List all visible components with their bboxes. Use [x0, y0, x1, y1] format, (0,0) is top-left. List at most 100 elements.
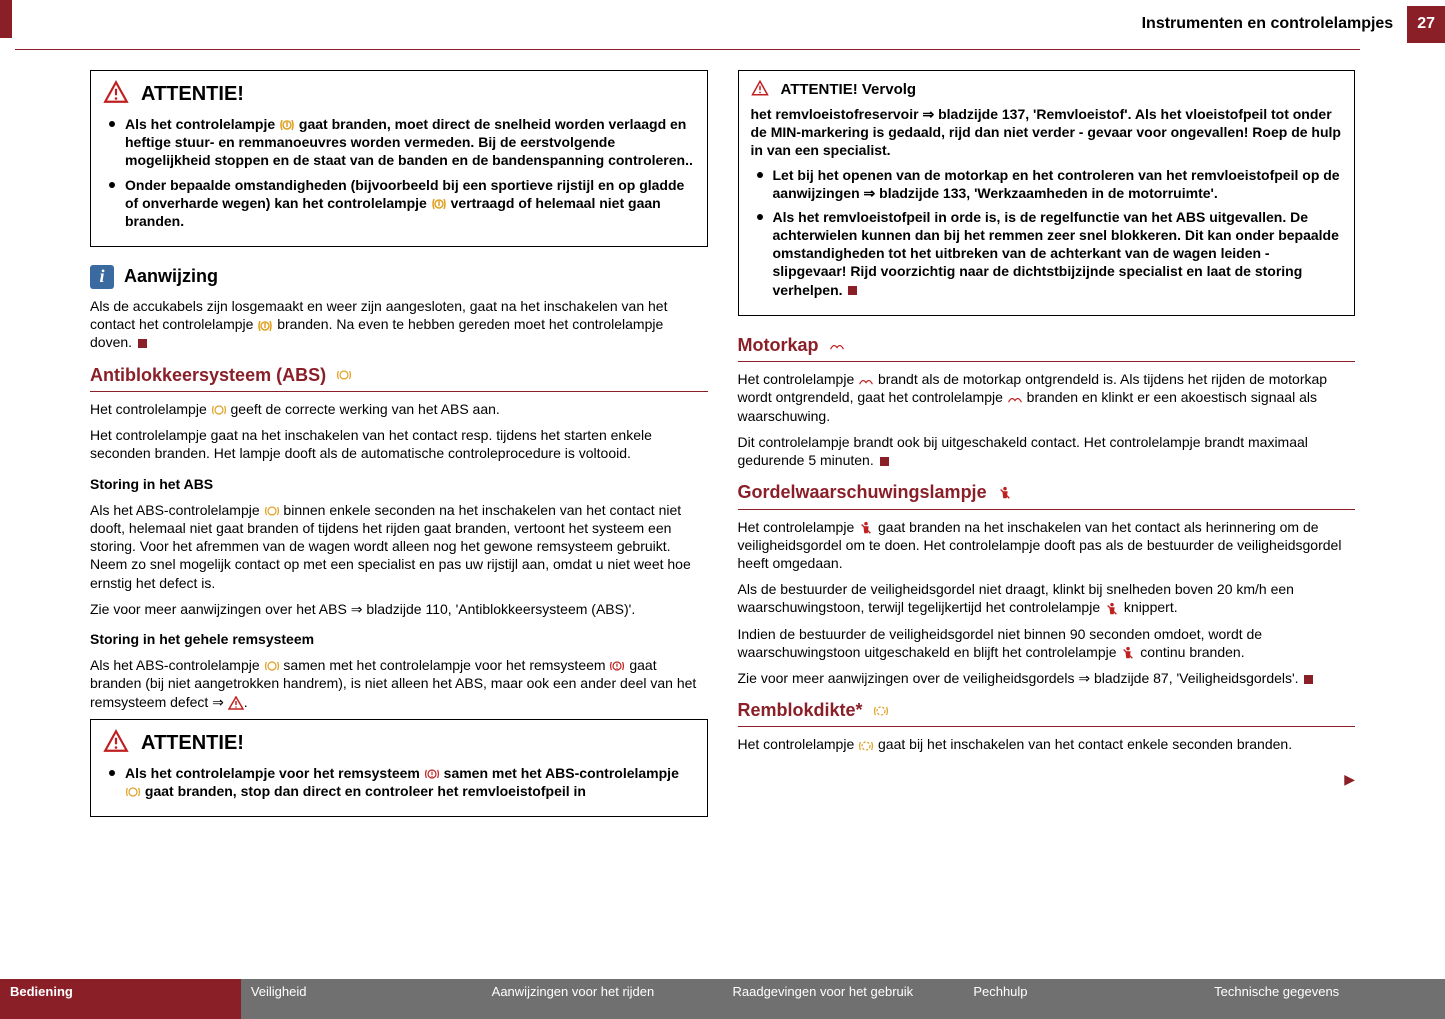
footer-tab-pechhulp[interactable]: Pechhulp [963, 979, 1204, 1019]
aanwijzing-body-text: Als de accukabels zijn losgemaakt en wee… [90, 298, 667, 350]
attention-box-2: ATTENTIE! Als het controlelampje voor he… [90, 719, 708, 818]
list-item-text: Let bij het openen van de motorkap en he… [773, 167, 1340, 201]
list-item: Onder bepaalde omstandigheden (bijvoorbe… [103, 176, 695, 231]
end-of-section-marker [880, 457, 889, 466]
gordel-p4: Zie voor meer aanwijzingen over de veili… [738, 669, 1356, 687]
brake-pad-icon [858, 739, 874, 753]
list-item-text: Als het controlelampje voor het remsyste… [125, 765, 679, 799]
tab-label: Bediening [10, 985, 73, 1000]
hood-open-icon [1007, 392, 1023, 406]
tab-label: Raadgevingen voor het gebruik [732, 985, 913, 1000]
end-of-section-marker [1304, 675, 1313, 684]
right-column: ATTENTIE! Vervolg het remvloeistofreserv… [738, 70, 1356, 835]
brake-system-icon [609, 659, 625, 673]
tab-label: Technische gegevens [1214, 985, 1339, 1000]
attention-cont-title: ATTENTIE! Vervolg [751, 79, 1343, 101]
left-column: ATTENTIE! Als het controlelampje gaat br… [90, 70, 708, 835]
aanwijzing-title: Aanwijzing [124, 265, 218, 288]
list-item: Als het controlelampje gaat branden, moe… [103, 115, 695, 170]
remblok-title: Remblokdikte* [738, 699, 863, 722]
seatbelt-icon [1120, 646, 1136, 660]
abs-sub2-body: Als het ABS-controlelampje samen met het… [90, 656, 708, 711]
footer-tabs: Bediening Veiligheid Aanwijzingen voor h… [0, 979, 1445, 1019]
gordel-title: Gordelwaarschuwingslampje [738, 481, 987, 504]
abs-section-title: Antiblokkeersysteem (ABS) [90, 364, 326, 387]
attention-box-2-label: ATTENTIE! [141, 730, 244, 756]
tab-label: Aanwijzingen voor het rijden [492, 985, 655, 1000]
motorkap-p2-text: Dit controlelampje brandt ook bij uitges… [738, 434, 1308, 468]
info-icon: i [90, 265, 114, 289]
abs-p1: Het controlelampje geeft de correcte wer… [90, 400, 708, 418]
hood-open-icon [829, 339, 845, 353]
warning-triangle-icon [103, 728, 129, 758]
abs-section-header: Antiblokkeersysteem (ABS) [90, 364, 708, 392]
gordel-p2: Als de bestuurder de veiligheidsgordel n… [738, 580, 1356, 616]
attention-box-1-label: ATTENTIE! [141, 81, 244, 107]
motorkap-p2: Dit controlelampje brandt ook bij uitges… [738, 433, 1356, 469]
gordel-header: Gordelwaarschuwingslampje [738, 481, 1356, 509]
chapter-title: Instrumenten en controlelampjes [1142, 14, 1394, 35]
motorkap-header: Motorkap [738, 334, 1356, 362]
section-rule [738, 726, 1356, 727]
attention-cont-lead: het remvloeistofreservoir ⇒ bladzijde 13… [751, 105, 1343, 160]
attention-box-continued: ATTENTIE! Vervolg het remvloeistofreserv… [738, 70, 1356, 316]
section-rule [738, 361, 1356, 362]
tab-label: Pechhulp [973, 985, 1027, 1000]
abs-icon [336, 368, 352, 382]
page-number: 27 [1407, 6, 1445, 43]
attention-box-1: ATTENTIE! Als het controlelampje gaat br… [90, 70, 708, 247]
list-item: Als het remvloeistofpeil in orde is, is … [751, 208, 1343, 299]
seatbelt-icon [997, 486, 1013, 500]
manual-page: Instrumenten en controlelampjes 27 ATTEN… [0, 0, 1445, 1019]
end-of-section-marker [848, 286, 857, 295]
gordel-p3: Indien de bestuurder de veiligheidsgorde… [738, 625, 1356, 661]
abs-sub1-body: Als het ABS-controlelampje binnen enkele… [90, 501, 708, 592]
footer-tab-veiligheid[interactable]: Veiligheid [241, 979, 482, 1019]
abs-sub1-ref: Zie voor meer aanwijzingen over het ABS … [90, 600, 708, 618]
tab-label: Veiligheid [251, 985, 307, 1000]
remblok-p1: Het controlelampje gaat bij het inschake… [738, 735, 1356, 753]
section-rule [738, 509, 1356, 510]
brake-pad-icon [873, 704, 889, 718]
abs-sub1-title: Storing in het ABS [90, 475, 708, 493]
abs-icon [264, 504, 280, 518]
attention-cont-list: Let bij het openen van de motorkap en he… [751, 166, 1343, 299]
abs-icon [211, 403, 227, 417]
gordel-p4-text: Zie voor meer aanwijzingen over de veili… [738, 670, 1299, 686]
abs-icon [264, 659, 280, 673]
brake-system-icon [424, 767, 440, 781]
warning-triangle-icon [103, 79, 129, 109]
warning-triangle-icon [228, 696, 244, 710]
seatbelt-icon [858, 521, 874, 535]
section-rule [90, 391, 708, 392]
header-accent-stripe [0, 0, 12, 38]
list-item-text: Als het remvloeistofpeil in orde is, is … [773, 209, 1339, 298]
footer-tab-raadgevingen[interactable]: Raadgevingen voor het gebruik [722, 979, 963, 1019]
tpms-icon [431, 197, 447, 211]
attention-box-1-title: ATTENTIE! [103, 79, 695, 109]
list-item: Let bij het openen van de motorkap en he… [751, 166, 1343, 202]
page-header: Instrumenten en controlelampjes 27 [15, 0, 1360, 50]
aanwijzing-body: Als de accukabels zijn losgemaakt en wee… [90, 297, 708, 352]
attention-cont-label: ATTENTIE! Vervolg [781, 80, 917, 100]
list-item: Als het controlelampje voor het remsyste… [103, 764, 695, 800]
abs-icon [125, 785, 141, 799]
attention-box-1-list: Als het controlelampje gaat branden, moe… [103, 115, 695, 230]
hood-open-icon [858, 374, 874, 388]
aanwijzing-header: i Aanwijzing [90, 265, 708, 289]
tpms-icon [257, 319, 273, 333]
footer-tab-technische[interactable]: Technische gegevens [1204, 979, 1445, 1019]
gordel-p1: Het controlelampje gaat branden na het i… [738, 518, 1356, 573]
attention-box-2-title: ATTENTIE! [103, 728, 695, 758]
motorkap-title: Motorkap [738, 334, 819, 357]
motorkap-p1: Het controlelampje brandt als de motorka… [738, 370, 1356, 425]
tpms-icon [279, 118, 295, 132]
seatbelt-icon [1104, 602, 1120, 616]
footer-tab-aanwijzingen[interactable]: Aanwijzingen voor het rijden [482, 979, 723, 1019]
list-item-text: Als het controlelampje gaat branden, moe… [125, 116, 693, 168]
end-of-section-marker [138, 339, 147, 348]
list-item-text: Onder bepaalde omstandigheden (bijvoorbe… [125, 177, 684, 229]
remblok-header: Remblokdikte* [738, 699, 1356, 727]
attention-box-2-list: Als het controlelampje voor het remsyste… [103, 764, 695, 800]
footer-tab-bediening[interactable]: Bediening [0, 979, 241, 1019]
